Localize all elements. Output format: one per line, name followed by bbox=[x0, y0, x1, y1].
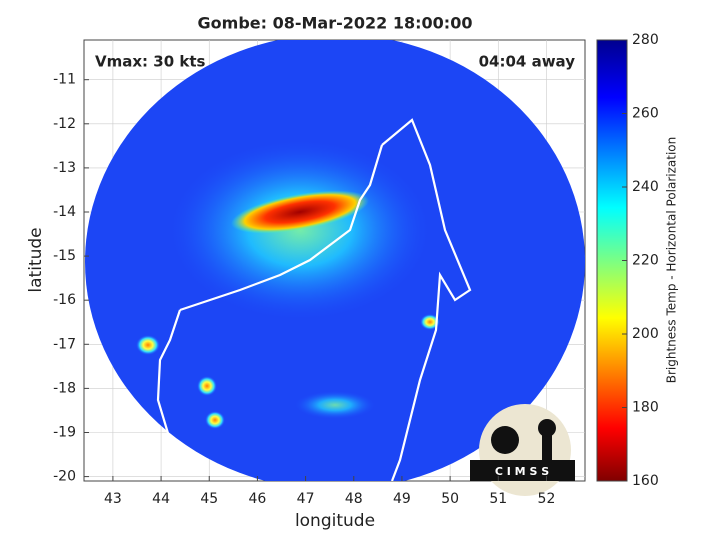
x-tick-label: 52 bbox=[538, 491, 556, 507]
x-tick-label: 45 bbox=[200, 491, 218, 507]
y-tick-label: -14 bbox=[53, 204, 76, 220]
y-tick-label: -20 bbox=[53, 469, 76, 485]
x-tick-label: 47 bbox=[297, 491, 315, 507]
title: Gombe: 08-Mar-2022 18:00:00 bbox=[198, 14, 473, 33]
logo: C I M S S bbox=[470, 404, 575, 496]
x-tick-label: 43 bbox=[104, 491, 122, 507]
x-tick-label: 51 bbox=[489, 491, 507, 507]
x-tick-label: 48 bbox=[345, 491, 363, 507]
colorbar-label: Brightness Temp - Horizontal Polarizatio… bbox=[665, 137, 679, 384]
vmax-label: Vmax: 30 kts bbox=[95, 53, 205, 71]
x-tick-label: 46 bbox=[249, 491, 267, 507]
colorbar-tick-label: 220 bbox=[632, 253, 659, 269]
x-axis-label: longitude bbox=[295, 511, 375, 531]
colorbar-tick-label: 180 bbox=[632, 400, 659, 416]
colorbar-tick-label: 200 bbox=[632, 326, 659, 342]
y-tick-label: -15 bbox=[53, 248, 76, 264]
swath bbox=[85, 40, 585, 481]
y-tick-label: -13 bbox=[53, 160, 76, 176]
y-tick-label: -11 bbox=[53, 72, 76, 88]
away-label: 04:04 away bbox=[479, 53, 576, 71]
x-tick-label: 44 bbox=[152, 491, 170, 507]
x-tick-label: 49 bbox=[393, 491, 411, 507]
y-tick-label: -19 bbox=[53, 424, 76, 440]
colorbar-tick-label: 160 bbox=[632, 473, 659, 489]
y-tick-label: -17 bbox=[53, 336, 76, 352]
colorbar-tick-label: 280 bbox=[632, 32, 659, 48]
y-tick-label: -16 bbox=[53, 292, 76, 308]
y-tick-label: -18 bbox=[53, 380, 76, 396]
x-tick-label: 50 bbox=[441, 491, 459, 507]
colorbar-tick-label: 240 bbox=[632, 179, 659, 195]
colorbar-tick-label: 260 bbox=[632, 106, 659, 122]
y-tick-label: -12 bbox=[53, 116, 76, 132]
logo-text: C I M S S bbox=[495, 465, 549, 478]
y-axis-label: latitude bbox=[26, 227, 46, 292]
